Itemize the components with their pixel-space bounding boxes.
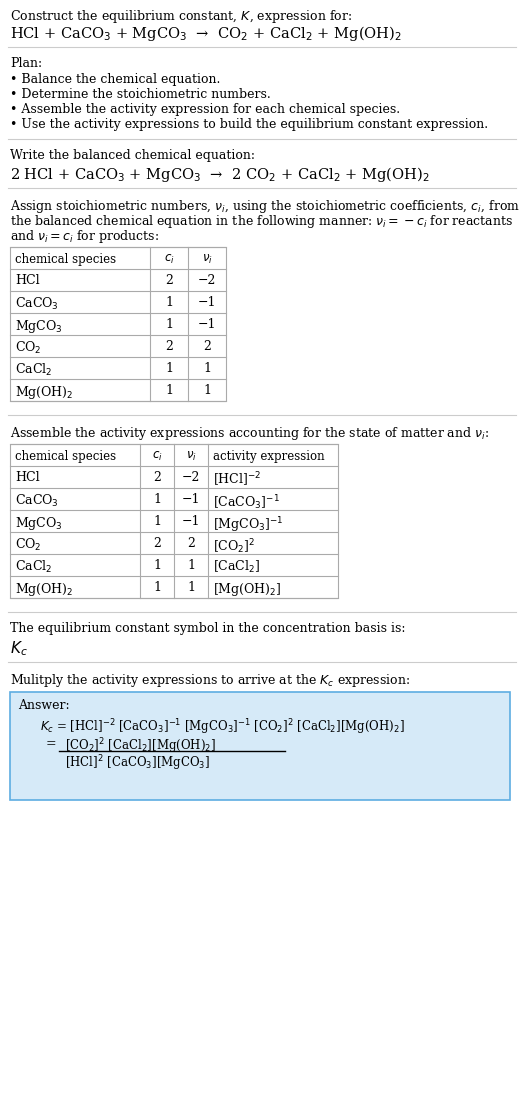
Text: activity expression: activity expression [213, 450, 325, 463]
Text: CaCl$_2$: CaCl$_2$ [15, 559, 52, 575]
Text: 1: 1 [187, 559, 195, 572]
Text: the balanced chemical equation in the following manner: $\nu_i = -c_i$ for react: the balanced chemical equation in the fo… [10, 213, 513, 230]
Text: • Assemble the activity expression for each chemical species.: • Assemble the activity expression for e… [10, 103, 400, 116]
Text: −2: −2 [182, 471, 200, 484]
Text: $K_c$: $K_c$ [10, 638, 28, 658]
Text: chemical species: chemical species [15, 450, 116, 463]
Text: 1: 1 [165, 318, 173, 331]
Text: Answer:: Answer: [18, 699, 70, 712]
Text: 1: 1 [165, 362, 173, 375]
Text: CO$_2$: CO$_2$ [15, 340, 41, 357]
Text: [CO$_2$]$^2$ [CaCl$_2$][Mg(OH)$_2$]: [CO$_2$]$^2$ [CaCl$_2$][Mg(OH)$_2$] [65, 736, 216, 756]
Text: 2: 2 [165, 274, 173, 287]
Text: $c_i$: $c_i$ [151, 450, 162, 463]
Text: 2: 2 [153, 471, 161, 484]
Text: CaCO$_3$: CaCO$_3$ [15, 493, 59, 509]
Text: −2: −2 [198, 274, 216, 287]
Text: 1: 1 [153, 581, 161, 593]
Text: 2: 2 [203, 340, 211, 353]
Text: CO$_2$: CO$_2$ [15, 538, 41, 553]
Text: 2: 2 [187, 538, 195, 550]
Text: −1: −1 [198, 296, 216, 309]
Text: 1: 1 [153, 493, 161, 506]
Text: CaCl$_2$: CaCl$_2$ [15, 362, 52, 378]
Text: HCl: HCl [15, 471, 40, 484]
Text: and $\nu_i = c_i$ for products:: and $\nu_i = c_i$ for products: [10, 228, 159, 245]
Text: Mg(OH)$_2$: Mg(OH)$_2$ [15, 384, 73, 402]
Text: Plan:: Plan: [10, 57, 42, 70]
Text: $K_c$ = [HCl]$^{-2}$ [CaCO$_3$]$^{-1}$ [MgCO$_3$]$^{-1}$ [CO$_2$]$^2$ [CaCl$_2$]: $K_c$ = [HCl]$^{-2}$ [CaCO$_3$]$^{-1}$ [… [40, 717, 405, 736]
Text: 1: 1 [153, 559, 161, 572]
Text: HCl: HCl [15, 274, 40, 287]
Text: [HCl]$^{-2}$: [HCl]$^{-2}$ [213, 471, 261, 489]
Text: Assign stoichiometric numbers, $\nu_i$, using the stoichiometric coefficients, $: Assign stoichiometric numbers, $\nu_i$, … [10, 197, 520, 215]
Text: Assemble the activity expressions accounting for the state of matter and $\nu_i$: Assemble the activity expressions accoun… [10, 425, 489, 442]
Text: Write the balanced chemical equation:: Write the balanced chemical equation: [10, 149, 255, 162]
Text: [Mg(OH)$_2$]: [Mg(OH)$_2$] [213, 581, 281, 598]
Text: Mulitply the activity expressions to arrive at the $K_c$ expression:: Mulitply the activity expressions to arr… [10, 672, 410, 689]
Text: $\nu_i$: $\nu_i$ [185, 450, 196, 463]
Text: [CaCO$_3$]$^{-1}$: [CaCO$_3$]$^{-1}$ [213, 493, 280, 511]
Text: $\nu_i$: $\nu_i$ [202, 253, 212, 267]
Text: HCl + CaCO$_3$ + MgCO$_3$  →  CO$_2$ + CaCl$_2$ + Mg(OH)$_2$: HCl + CaCO$_3$ + MgCO$_3$ → CO$_2$ + CaC… [10, 24, 402, 43]
Bar [10, 444, 338, 598]
Text: −1: −1 [182, 514, 200, 528]
Text: −1: −1 [198, 318, 216, 331]
Text: [HCl]$^2$ [CaCO$_3$][MgCO$_3$]: [HCl]$^2$ [CaCO$_3$][MgCO$_3$] [65, 753, 210, 772]
Text: MgCO$_3$: MgCO$_3$ [15, 318, 62, 335]
Text: • Balance the chemical equation.: • Balance the chemical equation. [10, 73, 221, 86]
Text: 1: 1 [165, 296, 173, 309]
Text: 2: 2 [153, 538, 161, 550]
Text: 2 HCl + CaCO$_3$ + MgCO$_3$  →  2 CO$_2$ + CaCl$_2$ + Mg(OH)$_2$: 2 HCl + CaCO$_3$ + MgCO$_3$ → 2 CO$_2$ +… [10, 165, 430, 184]
Text: 1: 1 [203, 384, 211, 397]
Text: [CO$_2$]$^2$: [CO$_2$]$^2$ [213, 538, 255, 556]
Text: MgCO$_3$: MgCO$_3$ [15, 514, 62, 532]
Text: 1: 1 [153, 514, 161, 528]
Text: [CaCl$_2$]: [CaCl$_2$] [213, 559, 260, 575]
Text: • Determine the stoichiometric numbers.: • Determine the stoichiometric numbers. [10, 88, 271, 101]
Text: [MgCO$_3$]$^{-1}$: [MgCO$_3$]$^{-1}$ [213, 514, 283, 534]
Text: Mg(OH)$_2$: Mg(OH)$_2$ [15, 581, 73, 598]
Text: Construct the equilibrium constant, $K$, expression for:: Construct the equilibrium constant, $K$,… [10, 8, 352, 25]
Text: The equilibrium constant symbol in the concentration basis is:: The equilibrium constant symbol in the c… [10, 622, 406, 635]
Text: chemical species: chemical species [15, 253, 116, 265]
Text: • Use the activity expressions to build the equilibrium constant expression.: • Use the activity expressions to build … [10, 118, 488, 131]
Text: 1: 1 [203, 362, 211, 375]
Text: =: = [46, 737, 57, 750]
FancyBboxPatch shape [10, 692, 510, 800]
Text: CaCO$_3$: CaCO$_3$ [15, 296, 59, 313]
Text: 2: 2 [165, 340, 173, 353]
Text: −1: −1 [182, 493, 200, 506]
Text: 1: 1 [187, 581, 195, 593]
Bar [10, 247, 226, 402]
Text: 1: 1 [165, 384, 173, 397]
Text: $c_i$: $c_i$ [163, 253, 174, 267]
